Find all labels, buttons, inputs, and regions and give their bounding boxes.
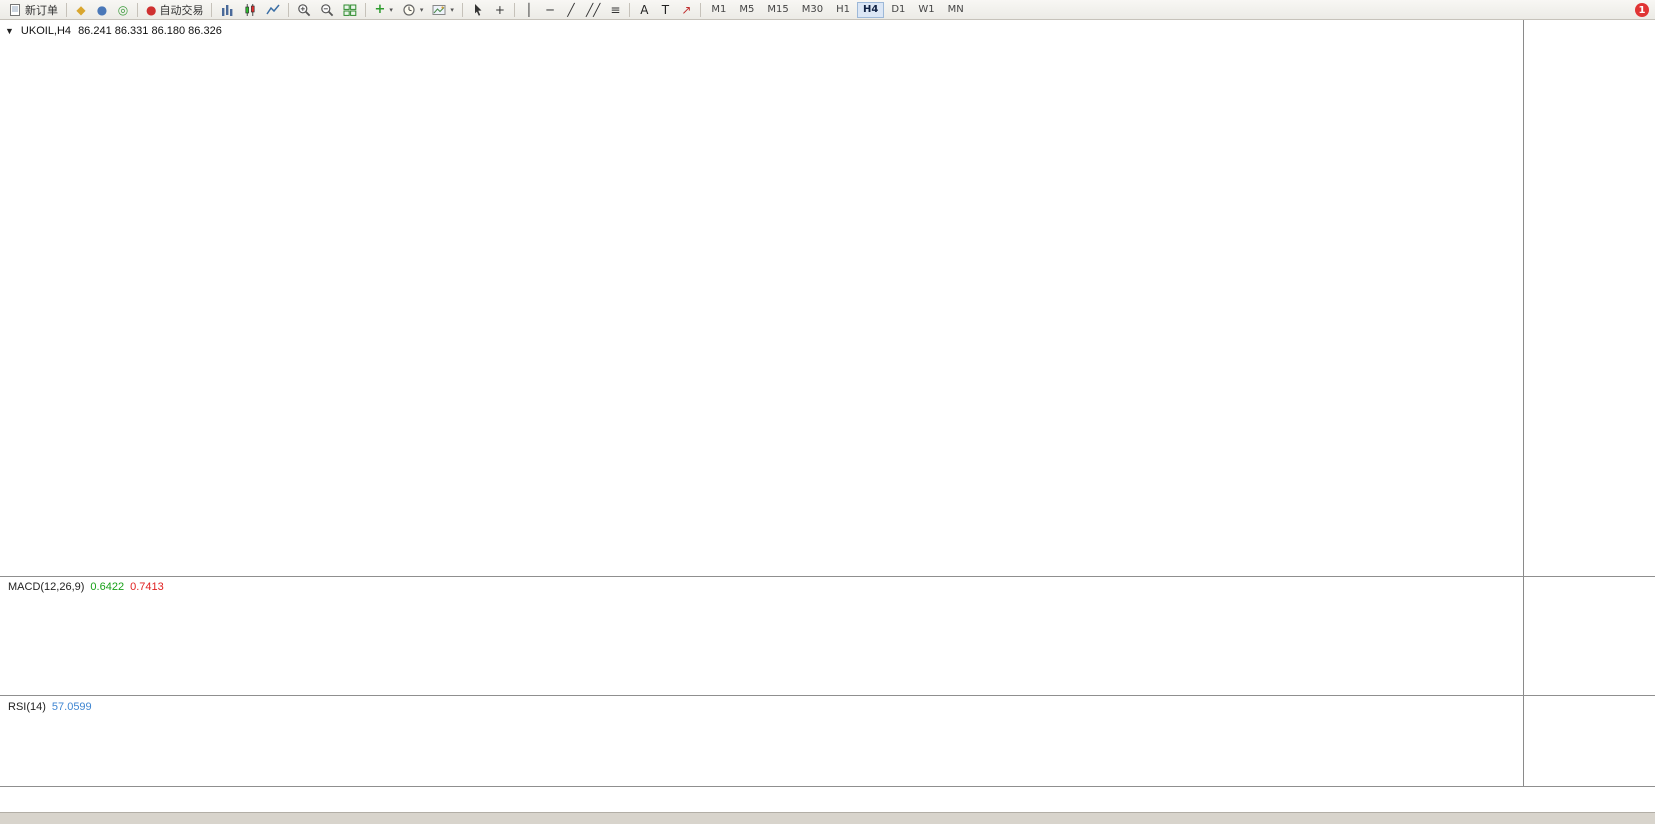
indicators-icon: + (374, 2, 386, 17)
ohlc-values: 86.241 86.331 86.180 86.326 (78, 25, 222, 37)
macd-signal-value: 0.7413 (130, 581, 164, 593)
channel-icon: ╱╱ (585, 2, 601, 17)
toolbar-separator (66, 2, 67, 17)
macd-name: MACD(12,26,9) (8, 581, 85, 593)
symbol-header: ▼ UKOIL,H4 86.241 86.331 86.180 86.326 (5, 25, 222, 37)
rsi-name: RSI(14) (8, 701, 46, 713)
channel-button[interactable]: ╱╱ (582, 1, 604, 18)
trendline-button[interactable]: ╱ (561, 1, 581, 18)
toolbar-separator (461, 2, 463, 17)
price-scale[interactable] (1523, 20, 1655, 812)
text-icon: A (640, 2, 649, 17)
search-button[interactable] (1507, 2, 1527, 19)
timeframe-m1-button[interactable]: M1 (711, 4, 727, 15)
bar-chart-icon (222, 4, 233, 16)
toolbar-separator (629, 2, 631, 17)
metaeditor-icon: ◆ (76, 2, 86, 17)
cursor-icon (474, 3, 482, 16)
timeframe-w1-button[interactable]: W1 (918, 4, 935, 15)
zoom-out-icon (321, 3, 334, 16)
autotrading-icon: ● (146, 2, 157, 17)
trendline-icon: ╱ (567, 2, 575, 17)
periods-icon (403, 3, 415, 16)
toolbar-separator (513, 2, 515, 17)
autotrading-button[interactable]: ● 自动交易 (142, 1, 207, 18)
cursor-button[interactable] (467, 1, 489, 18)
timeframe-h1-button[interactable]: H1 (836, 4, 850, 15)
time-scale[interactable] (0, 786, 1655, 812)
timeframe-m15-button[interactable]: M15 (767, 4, 789, 15)
rsi-value: 57.0599 (51, 701, 92, 713)
price-chart-canvas[interactable] (0, 20, 1522, 576)
vertical-line-button[interactable]: │ (519, 1, 539, 18)
timeframe-d1-button[interactable]: D1 (891, 4, 906, 15)
timeframe-mn-button[interactable]: MN (947, 4, 964, 15)
window-bottom-edge (0, 812, 1655, 824)
rsi-indicator-label: RSI(14) 57.0599 (8, 701, 92, 713)
vertical-line-icon: │ (525, 2, 533, 17)
toolbar-separator (288, 2, 290, 17)
tile-windows-icon (343, 4, 357, 16)
candlestick-chart-icon (245, 3, 255, 16)
text-button[interactable]: A (634, 1, 654, 18)
periods-button[interactable]: ▾ (398, 1, 428, 18)
line-chart-button[interactable] (262, 1, 284, 18)
macd-indicator-label: MACD(12,26,9) 0.6422 0.7413 (8, 581, 164, 593)
zoom-in-button[interactable] (293, 1, 315, 18)
rsi-panel-canvas[interactable] (0, 697, 1522, 785)
crosshair-button[interactable]: + (490, 1, 510, 18)
broadcast-button[interactable]: ◎ (113, 1, 133, 18)
horizontal-line-icon: ─ (546, 2, 554, 17)
macd-panel-canvas[interactable] (0, 577, 1522, 695)
templates-button[interactable]: ▾ (428, 1, 458, 18)
new-order-label: 新订单 (25, 3, 58, 17)
dropdown-caret-icon: ▾ (450, 5, 454, 14)
notification-badge[interactable]: 1 (1635, 3, 1649, 17)
indicators-button[interactable]: + ▾ (370, 1, 396, 18)
new-order-icon (10, 3, 20, 16)
fibonacci-button[interactable]: ≡ (605, 1, 625, 18)
horizontal-line-button[interactable]: ─ (540, 1, 560, 18)
crosshair-icon: + (494, 2, 505, 17)
fibonacci-icon: ≡ (610, 2, 621, 17)
text-label-button[interactable]: T (655, 1, 675, 18)
zoom-in-icon (298, 3, 311, 16)
rsi-panel-separator[interactable] (0, 695, 1655, 696)
toolbar-separator (211, 2, 213, 17)
community-icon: ● (96, 2, 108, 17)
timeframe-m30-button[interactable]: M30 (801, 4, 824, 15)
text-label-icon: T (661, 2, 670, 17)
macd-panel-separator[interactable] (0, 576, 1655, 577)
arrows-icon: ↗ (681, 2, 692, 17)
symbol-timeframe-label: UKOIL,H4 (20, 25, 72, 37)
timeframe-h4-button[interactable]: H4 (857, 1, 885, 18)
bar-chart-button[interactable] (216, 1, 238, 18)
toolbar-separator (700, 2, 702, 17)
timeframe-m5-button[interactable]: M5 (739, 4, 755, 15)
arrows-button[interactable]: ↗ (676, 1, 696, 18)
one-click-trading-toggle-icon[interactable]: ▼ (5, 26, 14, 36)
dropdown-caret-icon: ▾ (389, 5, 393, 14)
metaeditor-button[interactable]: ◆ (71, 1, 91, 18)
zoom-out-button[interactable] (316, 1, 338, 18)
toolbar: 新订单 ◆ ● ◎ ● 自动交易 + ▾ ▾ ▾ + │ ─ ╱ ╱╱ ≡ A T ↗ M1 M5 M15 M30 H1 H4 D… (0, 0, 1655, 20)
tile-windows-button[interactable] (339, 1, 361, 18)
broadcast-icon: ◎ (117, 2, 129, 17)
new-order-button[interactable]: 新订单 (4, 1, 62, 18)
toolbar-separator (365, 2, 367, 17)
toolbar-separator (137, 2, 138, 17)
autotrading-label: 自动交易 (159, 3, 204, 17)
community-button[interactable]: ● (92, 1, 112, 18)
candlestick-chart-button[interactable] (239, 1, 261, 18)
line-chart-icon (266, 4, 281, 14)
templates-icon (432, 4, 446, 15)
dropdown-caret-icon: ▾ (419, 5, 424, 14)
macd-main-value: 0.6422 (90, 581, 125, 593)
